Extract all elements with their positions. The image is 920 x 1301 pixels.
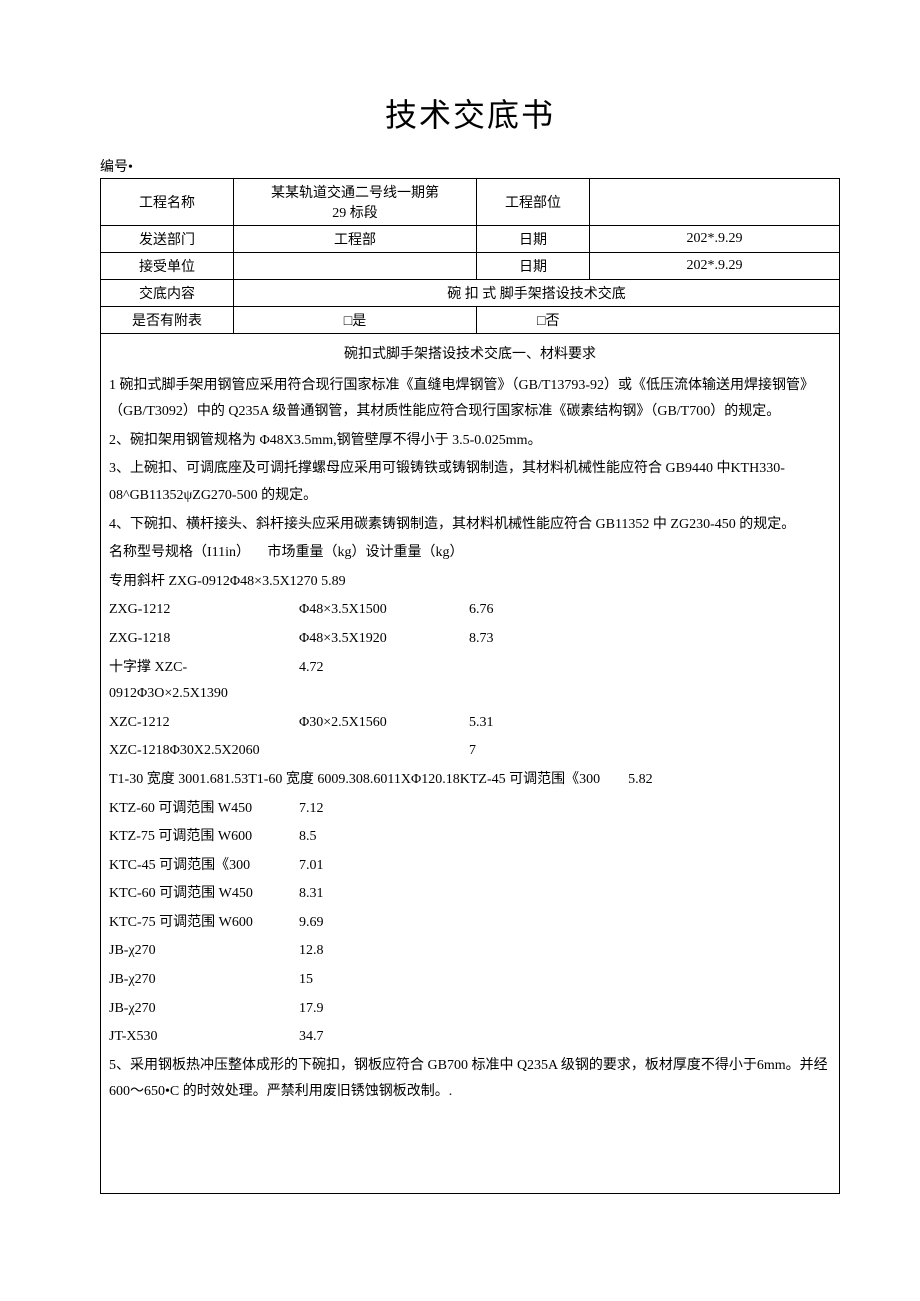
spec-row: KTZ-60 可调范围 W4507.12 [109,796,831,823]
content-box: 碗扣式脚手架搭设技术交底一、材料要求 1 碗扣式脚手架用钢管应采用符合现行国家标… [100,334,840,1194]
spec-cell-spec [299,738,469,765]
attach-no-cell: □否 [477,307,840,334]
value-send-dept: 工程部 [234,226,477,253]
label-project-name: 工程名称 [101,179,234,226]
spec-cell-spec: 8.31 [299,881,469,908]
spec-cell-spec: 34.7 [299,1024,469,1051]
spec-row: KTZ-75 可调范围 W6008.5 [109,824,831,851]
spec-row: JB-χ27012.8 [109,938,831,965]
spec-cell-name: ZXG-1218 [109,626,299,653]
value-project-name: 某某轨道交通二号线一期第 29 标段 [234,179,477,226]
spec-row: T1-30 宽度 3001.681.53T1-60 宽度 6009.308.60… [109,767,831,794]
spec-table-header: 名称型号规格（I11in） 市场重量（kg）设计重量（kg） [109,540,831,567]
attach-no-label: 否 [545,314,559,329]
serial-number-label: 编号• [100,156,840,176]
spec-cell-spec: 15 [299,967,469,994]
spec-cell-spec: Φ48×3.5X1920 [299,626,469,653]
label-date1: 日期 [477,226,590,253]
spec-cell-spec: Φ48×3.5X1500 [299,597,469,624]
header-row-receive: 接受单位 日期 202*.9.29 [101,253,840,280]
spec-row: KTC-75 可调范围 W6009.69 [109,910,831,937]
spec-cell-spec: 8.5 [299,824,469,851]
spec-cell-name: KTZ-60 可调范围 W450 [109,796,299,823]
paragraph-5: 5、采用钢板热冲压整体成形的下碗扣，钢板应符合 GB700 标准中 Q235A … [109,1053,831,1106]
spec-cell-name: 十字撑 XZC-0912Φ3O×2.5X1390 [109,655,299,708]
spec-row: JT-X53034.7 [109,1024,831,1051]
label-project-part: 工程部位 [477,179,590,226]
spec-cell-weight [469,910,549,937]
spec-cell-name: JB-χ270 [109,996,299,1023]
spec-cell-spec: 17.9 [299,996,469,1023]
spec-cell-spec: Φ30×2.5X1560 [299,710,469,737]
value-content: 碗 扣 式 脚手架搭设技术交底 [234,280,840,307]
spec-cell-spec: 7.12 [299,796,469,823]
header-row-send: 发送部门 工程部 日期 202*.9.29 [101,226,840,253]
paragraph-4: 4、下碗扣、横杆接头、斜杆接头应采用碳素铸钢制造，其材料机械性能应符合 GB11… [109,512,831,539]
spec-cell-weight [469,796,549,823]
value-date2: 202*.9.29 [590,253,840,280]
spec-cell-spec: 12.8 [299,938,469,965]
header-row-project: 工程名称 某某轨道交通二号线一期第 29 标段 工程部位 [101,179,840,226]
header-row-attach: 是否有附表 □是 □否 [101,307,840,334]
spec-cell-name: KTC-75 可调范围 W600 [109,910,299,937]
label-receive-unit: 接受单位 [101,253,234,280]
header-row-content: 交底内容 碗 扣 式 脚手架搭设技术交底 [101,280,840,307]
spec-row: 十字撑 XZC-0912Φ3O×2.5X13904.72 [109,655,831,708]
spec-cell-weight [469,881,549,908]
spec-cell: 专用斜杆 ZXG-0912Φ48×3.5X1270 5.89 [109,569,346,596]
spec-cell-name: JB-χ270 [109,938,299,965]
label-date2: 日期 [477,253,590,280]
attach-yes-label: 是 [352,314,366,329]
spec-cell-name: JB-χ270 [109,967,299,994]
spec-cell-weight [469,967,549,994]
spec-cell-weight [469,1024,549,1051]
spec-cell-spec: 7.01 [299,853,469,880]
spec-row: 专用斜杆 ZXG-0912Φ48×3.5X1270 5.89 [109,569,831,596]
spec-cell-weight: 5.31 [469,710,549,737]
paragraph-2: 2、碗扣架用钢管规格为 Φ48X3.5mm,钢管壁厚不得小于 3.5-0.025… [109,428,831,455]
spec-cell-name: ZXG-1212 [109,597,299,624]
spec-row: XZC-1212Φ30×2.5X15605.31 [109,710,831,737]
spec-cell-spec: 9.69 [299,910,469,937]
attach-yes-cell: □是 [234,307,477,334]
header-table: 工程名称 某某轨道交通二号线一期第 29 标段 工程部位 发送部门 工程部 日期… [100,178,840,334]
spec-rows-container: 专用斜杆 ZXG-0912Φ48×3.5X1270 5.89ZXG-1212Φ4… [109,569,831,1051]
value-date1: 202*.9.29 [590,226,840,253]
spec-cell-weight [469,996,549,1023]
spec-cell-name: KTZ-75 可调范围 W600 [109,824,299,851]
spec-cell-spec: 4.72 [299,655,469,708]
checkbox-yes-icon: □ [344,312,352,328]
spec-row: ZXG-1218Φ48×3.5X19208.73 [109,626,831,653]
label-send-dept: 发送部门 [101,226,234,253]
label-attach: 是否有附表 [101,307,234,334]
spec-row: KTC-60 可调范围 W4508.31 [109,881,831,908]
spec-row: JB-χ27015 [109,967,831,994]
spec-row: XZC-1218Φ30X2.5X2060 7 [109,738,831,765]
spec-row: KTC-45 可调范围《3007.01 [109,853,831,880]
spec-row: JB-χ27017.9 [109,996,831,1023]
paragraph-3: 3、上碗扣、可调底座及可调托撑螺母应采用可锻铸铁或铸钢制造，其材料机械性能应符合… [109,456,831,509]
section-heading: 碗扣式脚手架搭设技术交底一、材料要求 [109,342,831,369]
value-receive-unit [234,253,477,280]
spec-cell-weight: 6.76 [469,597,549,624]
spec-cell-name: XZC-1212 [109,710,299,737]
label-content: 交底内容 [101,280,234,307]
spec-cell-name: XZC-1218Φ30X2.5X2060 [109,738,299,765]
spec-cell-weight [469,655,549,708]
spec-cell-weight: 8.73 [469,626,549,653]
spec-cell-weight: 7 [469,738,549,765]
spec-cell-name: KTC-45 可调范围《300 [109,853,299,880]
spec-cell-name: KTC-60 可调范围 W450 [109,881,299,908]
spec-row: ZXG-1212Φ48×3.5X15006.76 [109,597,831,624]
spec-cell-weight [469,853,549,880]
spec-cell-weight [469,938,549,965]
spec-cell-name: JT-X530 [109,1024,299,1051]
paragraph-1: 1 碗扣式脚手架用钢管应采用符合现行国家标准《直缝电焊钢管》（GB/T13793… [109,373,831,426]
spec-cell: T1-30 宽度 3001.681.53T1-60 宽度 6009.308.60… [109,767,653,794]
value-project-part [590,179,840,226]
doc-title: 技术交底书 [100,90,840,136]
spec-cell-weight [469,824,549,851]
